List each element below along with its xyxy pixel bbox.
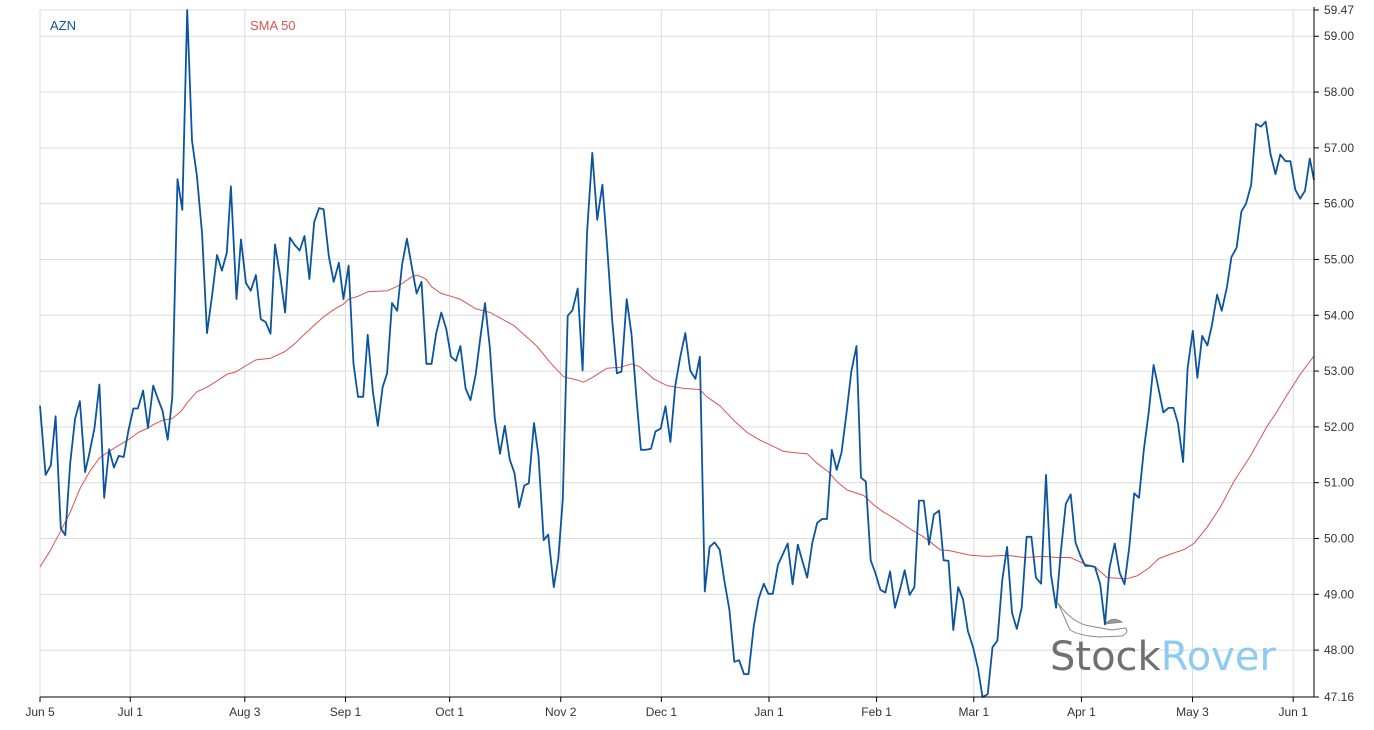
y-tick-label: 52.00	[1324, 420, 1354, 434]
stockrover-watermark: StockRover	[1050, 602, 1276, 680]
x-tick-label: May 3	[1176, 705, 1209, 719]
sma50-line	[39, 274, 1315, 580]
y-tick-label: 48.00	[1324, 643, 1354, 657]
grid	[39, 9, 1314, 698]
rover-dog-icon	[1057, 602, 1128, 638]
y-tick-label: 55.00	[1324, 252, 1354, 266]
x-tick-label: Sep 1	[330, 705, 362, 719]
y-tick-label: 50.00	[1324, 532, 1354, 546]
x-tick-label: Dec 1	[646, 705, 678, 719]
y-tick-label: 56.00	[1324, 197, 1354, 211]
x-tick-label: Mar 1	[958, 705, 989, 719]
y-tick-label: 57.00	[1324, 141, 1354, 155]
x-tick-label: Aug 3	[229, 705, 261, 719]
y-tick-label: 58.00	[1324, 85, 1354, 99]
legend-item-sma50: SMA 50	[250, 18, 296, 33]
watermark-logo-text: StockRover	[1050, 634, 1276, 680]
y-tick-label: 51.00	[1324, 476, 1354, 490]
x-tick-label: Apr 1	[1067, 705, 1096, 719]
y-tick-label: 47.16	[1324, 690, 1354, 704]
y-tick-label: 54.00	[1324, 308, 1354, 322]
y-tick-label: 59.00	[1324, 29, 1354, 43]
axes: 59.47 59.00 58.00 57.00 56.00 55.00 54.00 53.00…	[25, 3, 1354, 719]
x-tick-label: Jun 5	[25, 705, 55, 719]
x-tick-label: Jan 1	[754, 705, 784, 719]
legend: AZN SMA 50	[50, 18, 296, 33]
y-tick-label: 49.00	[1324, 587, 1354, 601]
y-tick-label: 59.47	[1324, 3, 1354, 17]
azn-price-line	[39, 9, 1315, 698]
x-tick-label: Oct 1	[435, 705, 464, 719]
series-layer	[39, 9, 1315, 698]
y-tick-label: 53.00	[1324, 364, 1354, 378]
x-tick-label: Feb 1	[861, 705, 892, 719]
x-tick-label: Nov 2	[545, 705, 577, 719]
legend-item-azn: AZN	[50, 18, 76, 33]
x-tick-label: Jul 1	[118, 705, 144, 719]
x-tick-label: Jun 1	[1278, 705, 1308, 719]
